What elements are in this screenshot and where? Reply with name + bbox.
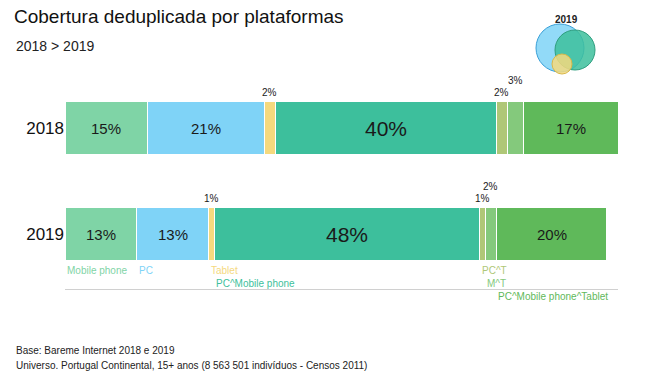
svg-text:17%: 17% [556, 120, 586, 137]
svg-text:1%: 1% [475, 193, 490, 204]
svg-text:20%: 20% [537, 226, 567, 243]
svg-text:PC^Mobile phone: PC^Mobile phone [216, 278, 295, 289]
svg-text:M^T: M^T [487, 278, 506, 289]
svg-text:PC: PC [139, 265, 153, 276]
svg-text:13%: 13% [158, 226, 188, 243]
svg-text:1%: 1% [204, 193, 219, 204]
svg-text:2%: 2% [494, 87, 509, 98]
svg-text:PC^T: PC^T [482, 265, 507, 276]
svg-text:13%: 13% [86, 226, 116, 243]
svg-text:Cobertura deduplicada por plat: Cobertura deduplicada por plataformas [14, 6, 344, 27]
svg-text:15%: 15% [91, 120, 121, 137]
svg-text:Universo. Portugal Continental: Universo. Portugal Continental, 15+ anos… [16, 360, 367, 371]
svg-text:PC^Mobile phone^Tablet: PC^Mobile phone^Tablet [498, 291, 608, 302]
svg-text:40%: 40% [365, 117, 407, 140]
svg-text:2019: 2019 [555, 14, 578, 25]
svg-text:48%: 48% [326, 223, 368, 246]
svg-text:Base: Bareme Internet 2018 e 2: Base: Bareme Internet 2018 e 2019 [16, 345, 175, 356]
svg-text:2018 > 2019: 2018 > 2019 [16, 38, 94, 54]
svg-text:3%: 3% [508, 75, 523, 86]
svg-text:2%: 2% [483, 181, 498, 192]
svg-text:2018: 2018 [26, 119, 64, 138]
svg-text:Tablet: Tablet [211, 265, 238, 276]
svg-text:21%: 21% [191, 120, 221, 137]
svg-text:2%: 2% [262, 87, 277, 98]
svg-text:2019: 2019 [26, 225, 64, 244]
svg-text:Mobile phone: Mobile phone [67, 265, 127, 276]
